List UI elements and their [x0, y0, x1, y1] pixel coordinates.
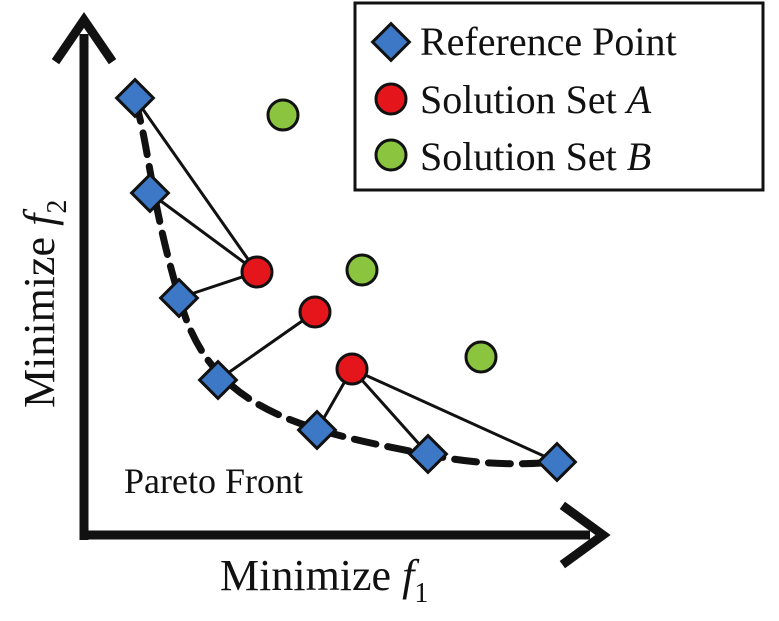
y-axis-label-prefix: Minimize	[15, 226, 64, 408]
legend-label-solution-a-italic: A	[624, 77, 652, 122]
legend: Reference Point Solution Set A Solution …	[353, 1, 765, 192]
x-axis-label-prefix: Minimize	[220, 551, 402, 600]
solution-a-point	[298, 295, 332, 329]
reference-point	[158, 277, 200, 319]
solution-set-b-points	[266, 98, 498, 374]
legend-item-solution-b: Solution Set B	[420, 134, 651, 179]
solution-b-point	[345, 253, 379, 287]
legend-item-solution-a: Solution Set A	[420, 77, 652, 122]
legend-box	[353, 1, 765, 192]
legend-item-reference: Reference Point	[420, 19, 677, 64]
connection-line	[350, 368, 430, 455]
legend-marker-diamond	[370, 21, 412, 63]
reference-point	[407, 433, 449, 475]
connection-line	[133, 97, 259, 273]
reference-point	[114, 77, 156, 119]
solution-b-point	[464, 340, 498, 374]
legend-label-solution-b: Solution Set	[420, 134, 627, 179]
y-axis-label-subscript: 2	[42, 200, 73, 214]
reference-point	[197, 359, 239, 401]
reference-point	[536, 441, 578, 483]
connection-line	[217, 310, 316, 382]
solution-a-point	[335, 352, 369, 386]
x-axis-arrowhead	[559, 501, 611, 569]
connection-line	[351, 367, 558, 464]
y-axis-label: Minimize f2	[15, 200, 73, 408]
solution-b-point	[266, 98, 300, 132]
legend-marker-green-circle	[374, 138, 408, 172]
solution-set-a-points	[240, 255, 369, 386]
y-axis-arrowhead	[51, 12, 117, 65]
x-axis-label: Minimize f1	[220, 551, 428, 609]
connection-lines	[133, 97, 558, 464]
reference-point	[129, 172, 171, 214]
solution-a-point	[240, 255, 274, 289]
legend-label-solution-b-italic: B	[627, 134, 651, 179]
legend-label-solution-a: Solution Set	[420, 77, 627, 122]
reference-point	[296, 409, 338, 451]
reference-points	[114, 77, 578, 483]
x-axis-label-subscript: 1	[414, 578, 428, 609]
connection-line	[149, 191, 258, 274]
legend-label-reference: Reference Point	[420, 19, 677, 64]
pareto-front-label: Pareto Front	[124, 461, 303, 501]
legend-marker-red-circle	[374, 82, 408, 116]
y-axis-label-group: Minimize f2	[15, 200, 73, 408]
